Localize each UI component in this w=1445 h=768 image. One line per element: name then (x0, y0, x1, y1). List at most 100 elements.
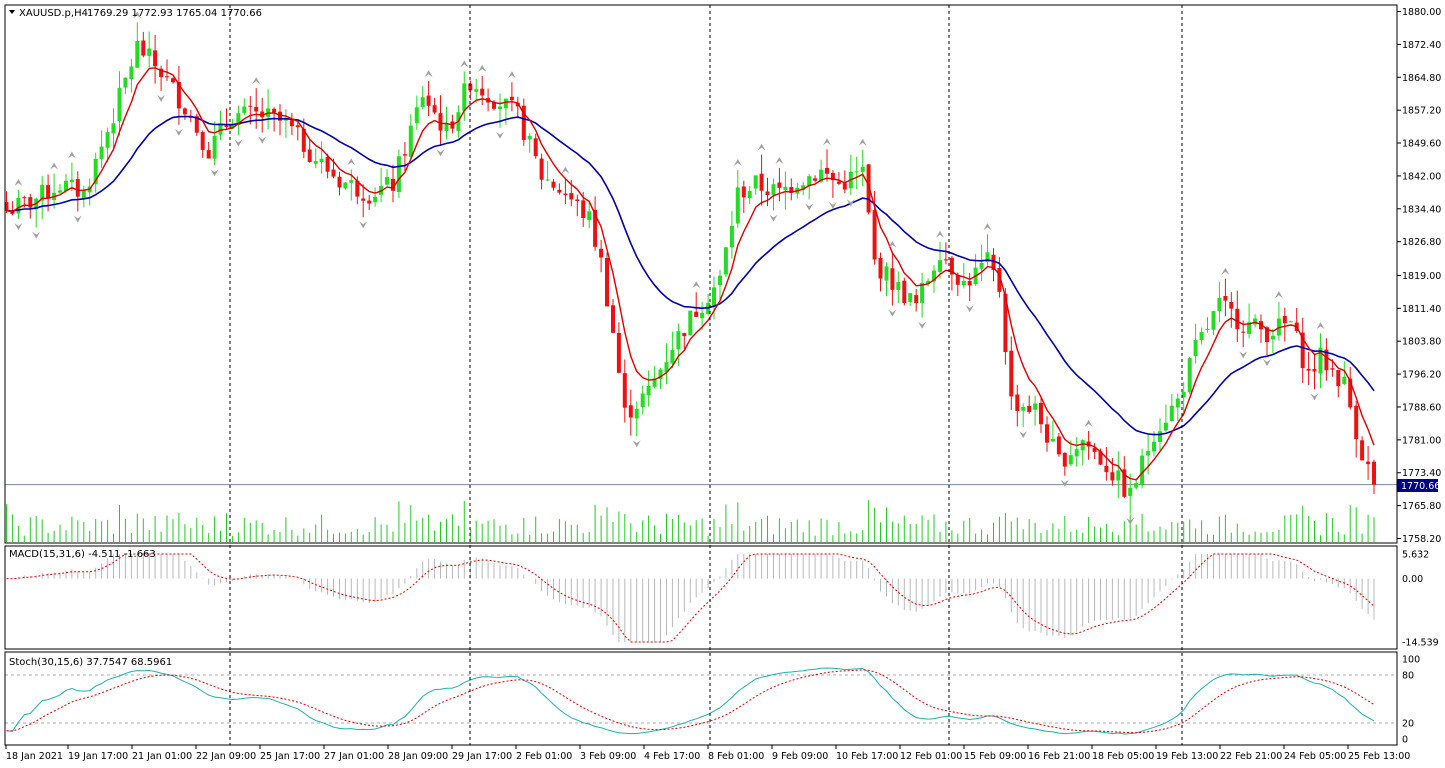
candle (1163, 404, 1168, 433)
candle (842, 170, 847, 194)
time-tick-label: 18 Jan 2021 (6, 751, 63, 762)
time-tick-label: 25 Feb 13:00 (1348, 751, 1410, 762)
candle (575, 194, 580, 217)
fractal-up-marker (858, 138, 867, 146)
fractal-up-marker (507, 71, 516, 79)
candle (718, 269, 722, 303)
candle (1062, 452, 1067, 476)
fractal-down-marker (234, 139, 243, 147)
price-pane: 1880.00 1872.40 1864.80 1857.20 1849.60 1842.… (4, 7, 1441, 545)
candle (1181, 382, 1186, 416)
candle (1211, 310, 1216, 335)
candle (1336, 369, 1341, 398)
fractal-up-marker (460, 60, 469, 68)
candle (1276, 302, 1281, 341)
candle (319, 141, 324, 174)
candle (16, 190, 21, 219)
candle (10, 201, 15, 216)
candle (1193, 323, 1198, 364)
candle (599, 240, 604, 273)
candle (254, 88, 259, 129)
candle (741, 180, 746, 213)
candle (182, 107, 187, 120)
fractal-down-marker (210, 169, 219, 177)
fractal-up-marker (1274, 291, 1283, 299)
candle (688, 310, 693, 336)
candle (1169, 394, 1174, 422)
candle (611, 299, 615, 334)
fractal-up-marker (478, 64, 487, 72)
candle (955, 272, 960, 296)
candle (58, 183, 62, 196)
time-tick-label: 2 Feb 01:00 (516, 751, 572, 762)
fractal-up-marker (50, 162, 59, 170)
candle (836, 172, 841, 186)
candle (1134, 478, 1139, 490)
candle (830, 170, 835, 198)
candle (224, 108, 229, 129)
time-tick-label: 4 Feb 17:00 (644, 751, 700, 762)
price-tick-label: 1781.00 (1402, 435, 1441, 446)
candle (69, 162, 74, 192)
triangle-down-icon[interactable] (9, 10, 15, 14)
stoch-tick-label: 100 (1402, 655, 1420, 666)
price-tick-label: 1857.20 (1402, 106, 1441, 117)
fractal-down-marker (965, 305, 974, 313)
fractal-up-marker (14, 179, 23, 186)
fractal-down-marker (918, 321, 927, 329)
candle (700, 301, 705, 331)
stoch-tick-label: 20 (1402, 719, 1414, 730)
candle (991, 248, 996, 282)
fractal-down-marker (1263, 359, 1271, 366)
ema-slow-line (6, 115, 1375, 436)
candle (1247, 303, 1252, 339)
candle (1270, 328, 1275, 354)
candle (682, 332, 687, 351)
candle (1187, 356, 1192, 395)
candle (943, 242, 948, 265)
candle (605, 252, 609, 307)
candle (307, 139, 312, 163)
candle (1104, 447, 1109, 481)
candle (200, 130, 205, 158)
time-tick-label: 9 Feb 09:00 (772, 751, 828, 762)
candle (908, 293, 913, 306)
candle (1282, 307, 1287, 342)
candle (557, 183, 562, 195)
candle (1372, 459, 1376, 494)
candle (813, 175, 818, 183)
candle (171, 77, 175, 84)
candle (896, 271, 901, 304)
candle (248, 96, 253, 125)
candle (515, 96, 520, 119)
pane-frame (4, 4, 1398, 544)
candle (825, 149, 829, 182)
candle (64, 174, 68, 193)
candle (325, 153, 330, 179)
candle (135, 22, 140, 68)
candle (563, 177, 568, 205)
fractal-up-marker (424, 70, 433, 78)
candle (212, 121, 217, 166)
candle (634, 401, 639, 437)
stoch-pane: 100 80 20 0 (5, 655, 1420, 746)
macd-pane: 5.632 0.00 -14.539 (6, 550, 1439, 649)
fractal-up-marker (561, 166, 570, 174)
candle (236, 105, 241, 136)
candle (1300, 317, 1305, 383)
candle (878, 252, 883, 292)
candle (860, 149, 865, 187)
candle (165, 59, 169, 81)
candle (52, 173, 57, 209)
candle (283, 109, 288, 138)
time-tick-label: 15 Feb 09:00 (964, 751, 1026, 762)
pane-frame (4, 545, 1398, 650)
candle (866, 164, 871, 215)
candle (462, 71, 467, 122)
candle (432, 97, 437, 115)
fractal-down-marker (1239, 351, 1248, 359)
fractal-up-marker (757, 143, 766, 151)
candle (1050, 420, 1055, 443)
candle (75, 171, 80, 212)
fractal-down-marker (496, 131, 504, 139)
